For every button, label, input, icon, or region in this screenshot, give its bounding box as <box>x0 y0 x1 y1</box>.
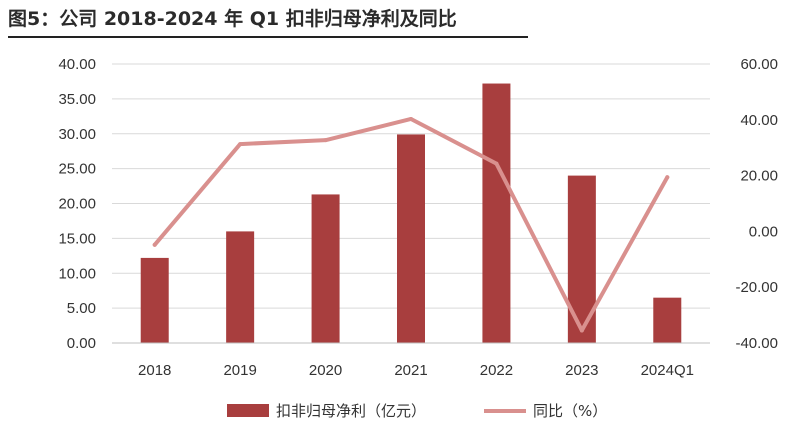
legend: 扣非归母净利（亿元） 同比（%） <box>227 402 607 420</box>
bar <box>653 297 682 343</box>
title-underline <box>8 36 528 38</box>
y-left-tick-label: 5.00 <box>67 300 96 317</box>
y-axis-left: 0.00 5.00 10.00 15.00 20.00 25.00 30.00 35.00 40… <box>58 56 96 352</box>
line-point <box>409 116 413 121</box>
line-point <box>665 175 670 180</box>
y-left-tick-label: 15.00 <box>58 230 96 247</box>
x-tick-label: 2018 <box>138 362 171 379</box>
x-tick-label: 2020 <box>309 362 342 379</box>
bar <box>140 257 169 343</box>
legend-label-bar: 扣非归母净利（亿元） <box>276 402 426 420</box>
line-point <box>323 138 328 143</box>
y-left-tick-label: 0.00 <box>67 335 96 352</box>
x-tick-label: 2023 <box>565 362 598 379</box>
line-point <box>238 142 243 147</box>
line-point <box>494 161 499 166</box>
bar <box>567 175 596 343</box>
chart-title: 图5：公司 2018-2024 年 Q1 扣非归母净利及同比 <box>8 8 457 30</box>
y-left-tick-label: 35.00 <box>58 91 96 108</box>
line-series <box>152 116 670 333</box>
x-axis: 2018 2019 2020 2021 2022 2023 2024Q1 <box>112 342 710 379</box>
x-tick-label: 2021 <box>394 362 427 379</box>
y-right-tick-label: -40.00 <box>735 335 778 352</box>
y-right-tick-label: 0.00 <box>749 223 778 240</box>
line-point <box>152 242 157 247</box>
x-tick-label: 2022 <box>480 362 513 379</box>
y-left-tick-label: 30.00 <box>58 126 96 143</box>
y-left-tick-label: 20.00 <box>58 196 96 213</box>
y-left-tick-label: 25.00 <box>58 161 96 178</box>
legend-swatch-bar <box>227 404 269 417</box>
y-right-tick-label: 60.00 <box>740 56 778 73</box>
x-tick-label: 2019 <box>223 362 256 379</box>
bar <box>482 83 511 343</box>
y-right-tick-label: 20.00 <box>740 168 778 185</box>
bar <box>311 194 340 343</box>
y-left-tick-label: 40.00 <box>58 56 96 73</box>
bar <box>226 231 255 343</box>
x-tick-label: 2024Q1 <box>641 362 694 379</box>
bar <box>397 134 425 343</box>
y-left-tick-label: 10.00 <box>58 265 96 282</box>
y-right-tick-label: -20.00 <box>735 279 778 296</box>
line-point <box>579 328 584 333</box>
y-axis-right: -40.00 -20.00 0.00 20.00 40.00 60.00 <box>735 56 778 352</box>
bar-series <box>140 83 682 343</box>
legend-label-line: 同比（%） <box>533 402 607 420</box>
y-right-tick-label: 40.00 <box>740 112 778 129</box>
